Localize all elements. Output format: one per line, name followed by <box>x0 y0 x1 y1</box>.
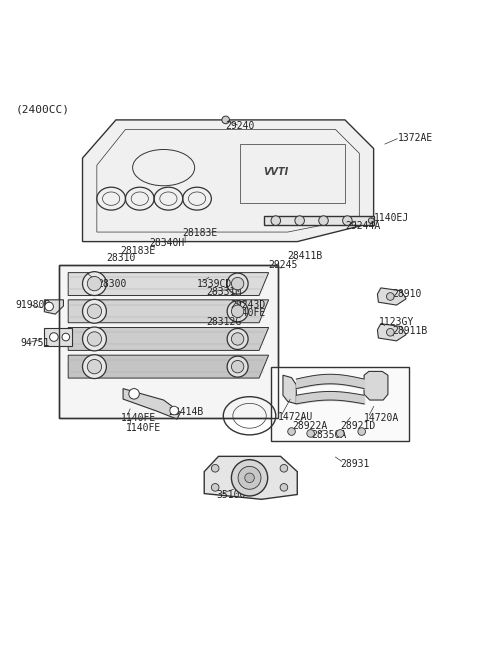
Text: 28310: 28310 <box>107 253 136 263</box>
Circle shape <box>231 305 244 318</box>
Circle shape <box>170 406 179 415</box>
Circle shape <box>231 360 244 373</box>
Text: 1140FE: 1140FE <box>125 422 161 433</box>
Circle shape <box>211 464 219 472</box>
Polygon shape <box>283 375 296 404</box>
Circle shape <box>45 302 53 310</box>
Polygon shape <box>364 371 388 400</box>
Text: 28331M: 28331M <box>206 287 242 297</box>
Circle shape <box>307 430 314 438</box>
Bar <box>59 265 278 418</box>
Circle shape <box>238 466 261 489</box>
Polygon shape <box>83 120 373 242</box>
Text: 28931: 28931 <box>340 458 370 468</box>
Text: 35100: 35100 <box>216 489 245 500</box>
Polygon shape <box>68 272 269 295</box>
Circle shape <box>358 428 365 436</box>
Polygon shape <box>204 457 297 499</box>
Text: 91980B: 91980B <box>16 299 51 310</box>
Text: 28911B: 28911B <box>393 326 428 336</box>
Circle shape <box>231 333 244 345</box>
Text: 1140FE: 1140FE <box>230 309 266 318</box>
Text: 28411B: 28411B <box>288 251 323 261</box>
Text: 28312G: 28312G <box>206 317 242 327</box>
Text: 1339CD: 1339CD <box>197 278 232 289</box>
Circle shape <box>83 327 107 351</box>
Circle shape <box>87 304 102 318</box>
Circle shape <box>83 299 107 323</box>
Circle shape <box>49 333 58 341</box>
Text: 29240: 29240 <box>225 121 255 131</box>
Circle shape <box>87 360 102 374</box>
Circle shape <box>231 277 244 290</box>
Text: 1140FE: 1140FE <box>120 413 156 423</box>
Polygon shape <box>44 300 63 314</box>
Polygon shape <box>377 288 406 305</box>
Text: VVTI: VVTI <box>263 168 288 178</box>
Circle shape <box>271 216 281 225</box>
Text: 14720A: 14720A <box>364 413 399 423</box>
Circle shape <box>288 428 295 436</box>
Circle shape <box>83 272 107 295</box>
Text: 28300: 28300 <box>97 278 126 289</box>
Text: 29243D: 29243D <box>230 300 266 310</box>
Bar <box>271 367 409 441</box>
Text: 28340H: 28340H <box>149 238 185 248</box>
Circle shape <box>87 276 102 291</box>
Text: 29244A: 29244A <box>345 221 380 231</box>
Circle shape <box>280 464 288 472</box>
Text: 28183E: 28183E <box>120 246 156 255</box>
Text: 28910: 28910 <box>393 289 422 299</box>
Circle shape <box>83 355 107 379</box>
Circle shape <box>245 473 254 483</box>
Text: 1372AE: 1372AE <box>397 133 433 143</box>
Text: (2400CC): (2400CC) <box>16 104 70 114</box>
Text: 1140EJ: 1140EJ <box>373 213 409 223</box>
Bar <box>240 143 345 204</box>
Circle shape <box>280 483 288 491</box>
Text: 28922A: 28922A <box>292 421 328 431</box>
Text: 94751: 94751 <box>21 338 50 348</box>
Polygon shape <box>123 388 180 419</box>
Polygon shape <box>68 328 269 350</box>
Circle shape <box>319 216 328 225</box>
Circle shape <box>62 333 70 341</box>
Circle shape <box>368 217 374 223</box>
Circle shape <box>129 388 139 399</box>
Circle shape <box>211 483 219 491</box>
Polygon shape <box>59 265 278 418</box>
Text: 28350A: 28350A <box>312 430 347 440</box>
Circle shape <box>231 460 268 496</box>
Circle shape <box>222 116 229 124</box>
Circle shape <box>386 328 394 336</box>
Bar <box>264 216 373 225</box>
Text: 28921D: 28921D <box>340 421 375 431</box>
Text: 28183E: 28183E <box>183 229 218 238</box>
Circle shape <box>227 356 248 377</box>
Circle shape <box>336 430 344 438</box>
Polygon shape <box>68 300 269 323</box>
Circle shape <box>295 216 304 225</box>
Polygon shape <box>68 355 269 378</box>
Circle shape <box>386 293 394 300</box>
Text: 1123GY: 1123GY <box>378 317 414 327</box>
Circle shape <box>227 301 248 322</box>
Text: 1472AU: 1472AU <box>278 412 313 422</box>
Polygon shape <box>44 328 72 346</box>
Polygon shape <box>377 324 406 341</box>
Circle shape <box>227 273 248 294</box>
Circle shape <box>343 216 352 225</box>
Text: 28414B: 28414B <box>168 407 204 417</box>
Circle shape <box>227 328 248 350</box>
Circle shape <box>87 332 102 346</box>
Text: 29245: 29245 <box>269 261 298 271</box>
